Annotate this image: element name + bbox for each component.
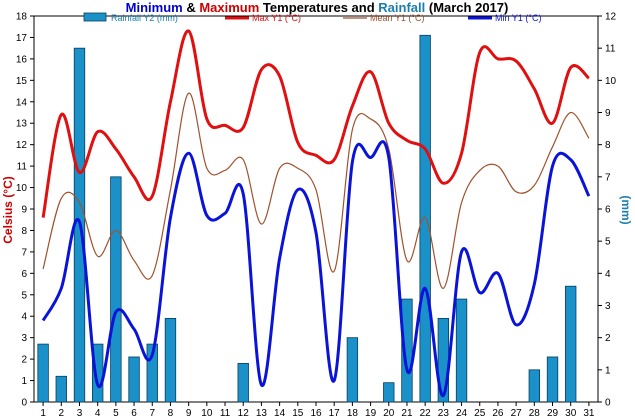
x-tick-label: 5: [113, 408, 119, 419]
y-left-tick-label: 14: [16, 97, 28, 108]
y-right-tick-label: 6: [605, 205, 611, 216]
y-left-tick-label: 12: [16, 140, 28, 151]
x-tick-label: 15: [292, 408, 304, 419]
y-right-tick-label: 5: [605, 237, 611, 248]
x-tick-label: 10: [201, 408, 213, 419]
y-left-tick-label: 10: [16, 183, 28, 194]
y-axis-right-label: (mm): [619, 195, 633, 224]
y-right-tick-label: 8: [605, 140, 611, 151]
y-left-tick-label: 11: [17, 162, 28, 173]
rainfall-bar-day-30: [565, 285, 577, 403]
rainfall-bar-day-8: [164, 317, 177, 403]
legend: Rainfall Y2 (mm) Max Y1 (°C) Mean Y1 (°C) M…: [83, 12, 541, 23]
x-tick-label: 23: [438, 408, 450, 419]
temperature-lines: [41, 29, 591, 398]
y-right-tick-label: 12: [605, 12, 617, 23]
x-tick-label: 19: [365, 408, 377, 419]
x-tick-label: 7: [149, 408, 155, 419]
y-right-tick-label: 10: [605, 76, 617, 87]
x-tick-label: 18: [347, 408, 359, 419]
y-left-tick-label: 2: [21, 355, 27, 366]
x-tick-label: 4: [95, 408, 101, 419]
rainfall-bar-day-28: [528, 369, 540, 403]
rainfall-bar-day-1: [37, 343, 49, 403]
title-part-4: Rainfall: [378, 0, 425, 15]
rainfall-bar-day-2: [55, 375, 67, 403]
max-temperature-line: [41, 29, 590, 218]
legend-max-label: Max Y1 (°C): [252, 13, 301, 23]
y-left-tick-label: 1: [21, 376, 27, 387]
x-tick-label: 2: [59, 408, 65, 419]
x-tick-label: 14: [274, 408, 286, 419]
rainfall-bar-day-18: [346, 337, 359, 403]
rainfall-bar-day-5: [110, 176, 122, 403]
y-left-tick-label: 3: [21, 333, 27, 344]
x-tick-label: 21: [401, 408, 413, 419]
title-part-2: Maximum: [199, 0, 259, 15]
x-tick-label: 26: [492, 408, 504, 419]
x-tick-label: 30: [565, 408, 577, 419]
rainfall-bar-day-24: [455, 298, 468, 403]
x-tick-label: 20: [383, 408, 395, 419]
y-left-tick-label: 8: [21, 226, 27, 237]
x-tick-label: 17: [329, 408, 341, 419]
title-part-0: Minimum: [126, 0, 183, 15]
x-tick-label: 6: [131, 408, 137, 419]
y-right-tick-label: 1: [605, 365, 611, 376]
x-tick-label: 28: [529, 408, 541, 419]
y-right-tick-label: 9: [605, 108, 611, 119]
title-part-1: &: [183, 0, 200, 15]
y-right-tick-label: 3: [605, 301, 611, 312]
legend-rainfall-swatch: [83, 12, 107, 22]
y-left-tick-label: 16: [16, 54, 28, 65]
title-part-3: Temperatures and: [259, 0, 378, 15]
x-tick-label: 11: [220, 408, 231, 419]
rainfall-bar-day-22: [419, 34, 431, 403]
y-left-tick-label: 5: [21, 290, 27, 301]
x-tick-label: 12: [238, 408, 250, 419]
rainfall-bar-day-20: [383, 382, 395, 403]
x-tick-label: 1: [40, 408, 46, 419]
y-right-tick-label: 0: [605, 398, 611, 409]
y-right-tick-label: 7: [605, 172, 611, 183]
x-tick-label: 22: [420, 408, 432, 419]
y-right-tick-label: 11: [605, 44, 616, 55]
y-left-tick-label: 7: [21, 247, 27, 258]
x-tick-label: 9: [186, 408, 192, 419]
y-left-tick-label: 6: [21, 269, 27, 280]
x-tick-label: 13: [256, 408, 268, 419]
title-part-5: (March 2017): [425, 0, 508, 15]
y-left-tick-label: 17: [16, 33, 28, 44]
y-left-tick-label: 18: [16, 12, 28, 23]
x-tick-label: 29: [547, 408, 559, 419]
x-tick-label: 24: [456, 408, 468, 419]
chart-title: Minimum & Maximum Temperatures and Rainf…: [126, 0, 509, 15]
axes: 0123456789101112131415161718012345678910…: [16, 12, 617, 420]
x-tick-label: 8: [168, 408, 174, 419]
x-tick-label: 3: [77, 408, 83, 419]
mean-temperature-line: [42, 92, 590, 289]
y-left-tick-label: 15: [16, 76, 28, 87]
legend-min-label: Min Y1 (°C): [495, 13, 541, 23]
x-tick-label: 16: [310, 408, 322, 419]
rainfall-bar-day-29: [546, 356, 559, 403]
y-right-tick-label: 2: [605, 333, 611, 344]
rainfall-bar-day-12: [237, 362, 249, 403]
rainfall-bar-day-6: [128, 356, 140, 403]
x-tick-label: 31: [583, 408, 595, 419]
y-left-tick-label: 4: [21, 312, 27, 323]
min-temperature-line: [41, 140, 591, 398]
y-axis-left-label: Celsius (°C): [1, 176, 15, 243]
x-tick-label: 25: [474, 408, 486, 419]
y-left-tick-label: 9: [21, 205, 27, 216]
y-left-tick-label: 13: [16, 119, 28, 130]
legend-mean-label: Mean Y1 (°C): [370, 13, 424, 23]
y-right-tick-label: 4: [605, 269, 611, 280]
legend-rainfall-label: Rainfall Y2 (mm): [111, 13, 178, 23]
y-left-tick-label: 0: [21, 398, 27, 409]
x-tick-label: 27: [511, 408, 523, 419]
